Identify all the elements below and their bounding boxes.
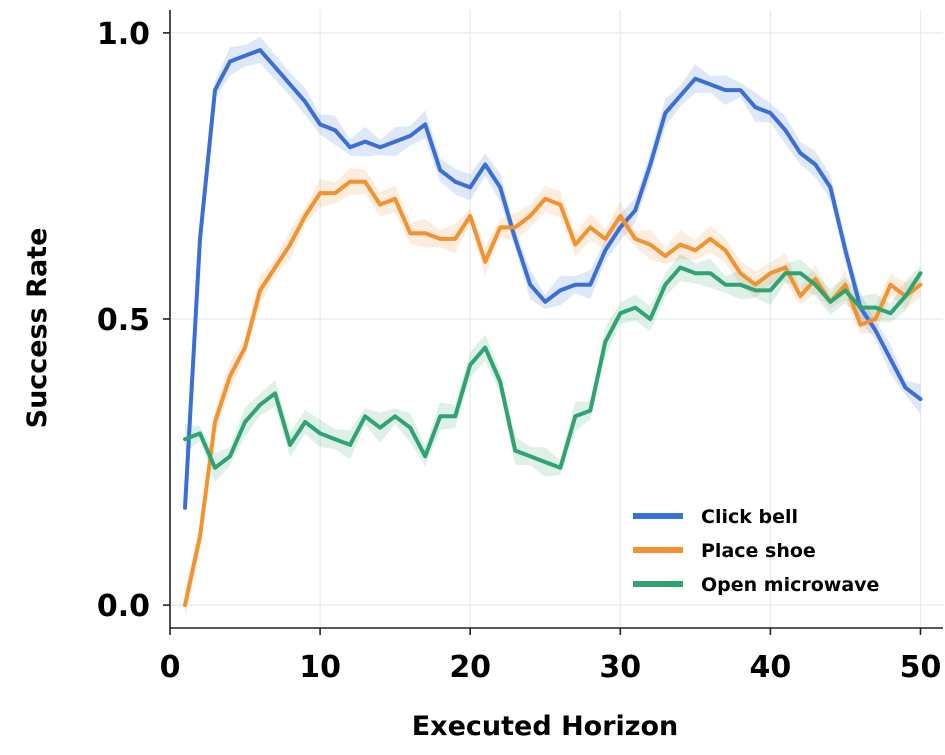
y-axis-label: Success Rate: [22, 228, 53, 429]
legend: Click bell Place shoe Open microwave: [633, 506, 879, 596]
legend-label: Open microwave: [701, 574, 879, 596]
legend-label: Place shoe: [701, 540, 816, 562]
series-lines: [183, 48, 923, 608]
x-tick-label: 0: [160, 650, 181, 685]
x-tick-label: 40: [750, 650, 792, 685]
x-axis-label: Executed Horizon: [412, 711, 679, 742]
grid: [170, 10, 943, 628]
x-tick-label: 30: [599, 650, 641, 685]
x-tick-label: 20: [449, 650, 491, 685]
series-line: [183, 265, 923, 470]
confidence-band: [185, 253, 921, 483]
axes: 0 10 20 30 40 50 0.0 0.5 1.0: [97, 10, 943, 685]
y-tick-label: 0.0: [97, 589, 150, 624]
series-line: [183, 48, 923, 510]
y-tick-label: 0.5: [97, 303, 150, 338]
legend-label: Click bell: [701, 506, 798, 528]
confidence-bands: [185, 36, 921, 618]
x-tick-label: 10: [299, 650, 341, 685]
y-tick-label: 1.0: [97, 17, 150, 52]
x-tick-label: 50: [900, 650, 942, 685]
series-line: [183, 179, 923, 608]
